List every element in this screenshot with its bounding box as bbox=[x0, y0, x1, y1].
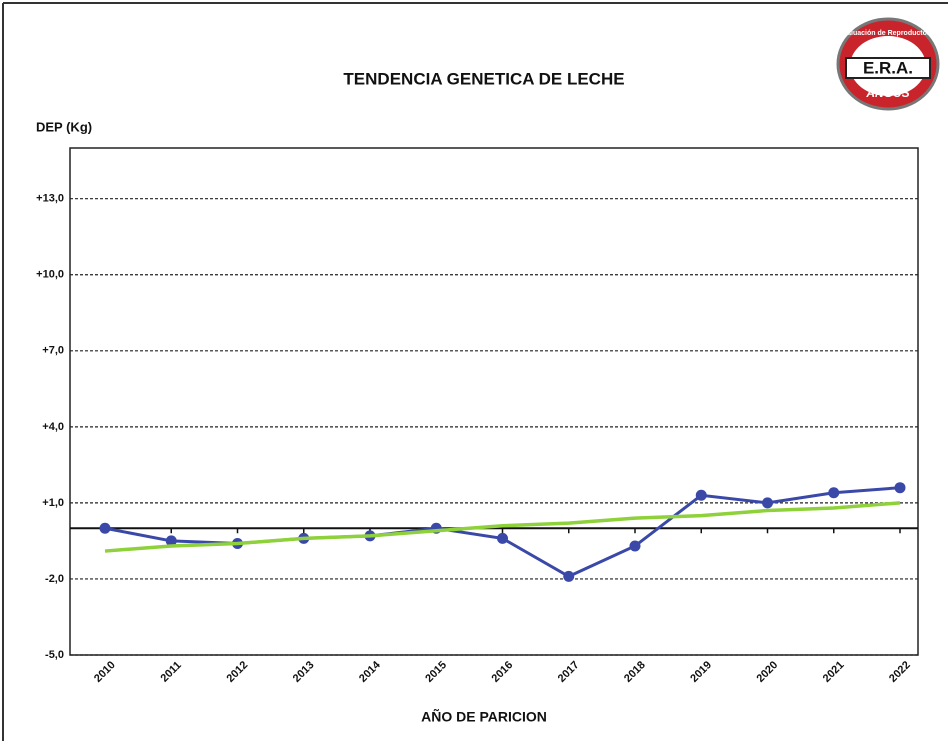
point bbox=[828, 487, 840, 499]
point bbox=[563, 570, 575, 582]
chart-title: TENDENCIA GENETICA DE LECHE bbox=[343, 69, 624, 88]
point bbox=[99, 522, 111, 534]
y-tick-label: +4,0 bbox=[42, 421, 64, 433]
plot-area bbox=[69, 147, 919, 656]
point bbox=[695, 489, 707, 501]
y-tick-label: +7,0 bbox=[42, 345, 64, 357]
y-tick-label: +1,0 bbox=[42, 497, 64, 509]
y-tick-label: +13,0 bbox=[36, 193, 64, 205]
y-axis-label: DEP (Kg) bbox=[36, 119, 92, 134]
point bbox=[165, 535, 177, 547]
logo-bottom: ANGUS bbox=[865, 86, 909, 100]
point bbox=[629, 540, 641, 552]
logo: Evaluación de Reproductores E.R.A. ANGUS bbox=[836, 17, 940, 111]
logo-top: Evaluación de Reproductores bbox=[839, 30, 938, 37]
point bbox=[497, 532, 508, 544]
y-tick-label: +10,0 bbox=[36, 269, 64, 281]
series-line bbox=[104, 501, 901, 553]
y-tick-label: -2,0 bbox=[45, 573, 64, 585]
logo-center-text: E.R.A. bbox=[863, 58, 913, 77]
point bbox=[762, 497, 773, 509]
x-axis-label: AÑO DE PARICION bbox=[421, 708, 547, 725]
logo-box bbox=[845, 57, 931, 79]
point bbox=[894, 482, 906, 494]
y-tick-label: -5,0 bbox=[45, 649, 64, 661]
